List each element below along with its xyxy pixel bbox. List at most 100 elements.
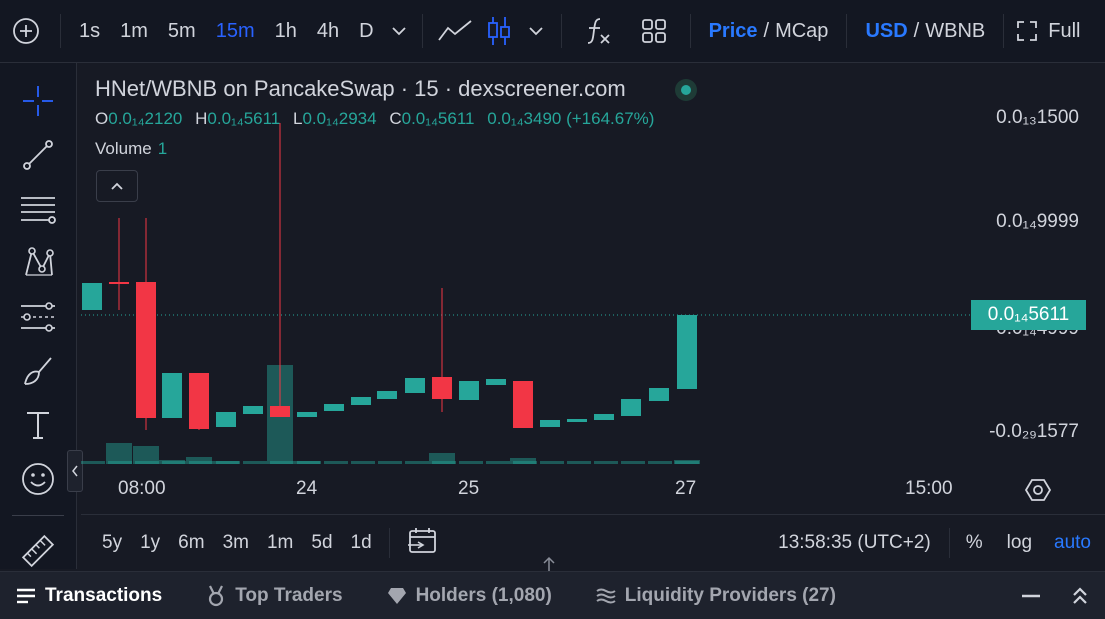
brush-icon[interactable]	[16, 349, 60, 393]
open-value: 0.0₁₄2120	[108, 109, 183, 128]
toolbar-collapse-button[interactable]	[67, 450, 83, 492]
range-divider	[948, 528, 950, 558]
candles-chart-icon[interactable]	[479, 11, 519, 51]
timeframe-1m[interactable]: 1m	[120, 19, 148, 42]
candle-body	[513, 381, 533, 428]
timeframe-1h[interactable]: 1h	[274, 19, 297, 42]
pattern-icon[interactable]	[16, 241, 60, 285]
fullscreen-label: Full	[1048, 19, 1081, 42]
candle-body	[351, 397, 371, 405]
open-label: O	[95, 109, 109, 128]
text-icon[interactable]	[16, 403, 60, 447]
market-status-icon	[675, 79, 697, 101]
tab-holders[interactable]: Holders (1,080)	[375, 585, 564, 607]
candle-body	[136, 282, 156, 418]
timeframe-15m[interactable]: 15m	[215, 19, 255, 42]
add-symbol-icon[interactable]	[6, 11, 46, 51]
range-3m[interactable]: 3m	[222, 532, 249, 553]
tab-top-traders[interactable]: Top Traders	[194, 585, 354, 607]
chart-settings-icon[interactable]	[1024, 476, 1052, 504]
candle-body	[162, 373, 182, 418]
tab-label: Holders (1,080)	[415, 584, 552, 606]
auto-scale-toggle[interactable]: auto	[1054, 532, 1091, 553]
layout-grid-icon[interactable]	[626, 11, 682, 51]
volume-value: 1	[157, 139, 168, 158]
volume-bar	[106, 443, 132, 464]
ruler-icon[interactable]	[16, 529, 60, 573]
volume-bar	[324, 461, 348, 464]
clock[interactable]: 13:58:35 (UTC+2)	[778, 532, 931, 553]
volume-bar	[621, 461, 645, 464]
timeframe-4h[interactable]: 4h	[316, 19, 340, 42]
close-label: C	[389, 109, 402, 128]
toolbar-divider	[12, 515, 64, 516]
timeframe-5m[interactable]: 5m	[167, 19, 196, 42]
tab-liquidity-providers[interactable]: Liquidity Providers (27)	[584, 585, 848, 607]
candle-body	[377, 391, 397, 399]
candlestick-chart[interactable]	[81, 63, 1105, 513]
volume-bar	[594, 461, 618, 464]
prediction-icon[interactable]	[16, 295, 60, 339]
volume-legend: Volume 1	[95, 139, 167, 159]
wbnb-option[interactable]: WBNB	[925, 19, 986, 42]
trend-line-icon[interactable]	[16, 133, 60, 177]
currency-toggle[interactable]: USD / WBNB	[855, 11, 995, 51]
legend-collapse-button[interactable]	[96, 170, 138, 202]
range-1d[interactable]: 1d	[350, 532, 372, 553]
range-1y[interactable]: 1y	[140, 532, 161, 553]
range-5y[interactable]: 5y	[102, 532, 123, 553]
low-label: L	[293, 109, 303, 128]
panel-controls	[1021, 572, 1089, 619]
range-1m[interactable]: 1m	[266, 532, 294, 553]
candle-body	[459, 381, 479, 400]
toolbar-divider	[560, 14, 562, 48]
indicators-fx-icon[interactable]	[570, 11, 626, 51]
volume-bar	[294, 461, 320, 464]
price-change: 0.0₁₄3490 (+164.67%)	[487, 109, 655, 128]
chart-type-chevron-down-icon[interactable]	[519, 11, 553, 51]
volume-bar	[243, 461, 267, 464]
usd-option[interactable]: USD	[865, 19, 908, 42]
line-chart-icon[interactable]	[431, 11, 479, 51]
log-scale-toggle[interactable]: log	[1006, 532, 1033, 553]
time-tick: 27	[675, 478, 697, 499]
range-5d[interactable]: 5d	[311, 532, 333, 553]
candle-body	[594, 414, 614, 420]
slash-separator: /	[913, 19, 920, 42]
fib-retracement-icon[interactable]	[16, 187, 60, 231]
candle-body	[270, 406, 290, 417]
volume-bar	[540, 461, 564, 464]
list-icon	[17, 588, 35, 603]
percent-scale-toggle[interactable]: %	[965, 532, 983, 553]
timeframe-1d[interactable]: D	[359, 19, 374, 42]
price-mcap-toggle[interactable]: Price / MCap	[699, 11, 839, 51]
go-to-date-calendar-icon[interactable]	[394, 526, 452, 560]
candle-body	[324, 404, 344, 411]
timeframe-1s[interactable]: 1s	[79, 19, 101, 42]
volume-bar	[432, 461, 456, 464]
mcap-option[interactable]: MCap	[775, 19, 829, 42]
top-toolbar: 1s 1m 5m 15m 1h 4h D Price / MCap USD / …	[0, 0, 1105, 63]
expand-chevrons-up-icon[interactable]	[1071, 586, 1089, 606]
timeframe-dropdown-chevron-down-icon[interactable]	[384, 11, 414, 51]
price-option[interactable]: Price	[708, 19, 758, 42]
range-6m[interactable]: 6m	[178, 532, 205, 553]
tab-label: Transactions	[45, 584, 163, 606]
volume-bar	[567, 461, 591, 464]
fullscreen-button[interactable]: Full	[1012, 11, 1090, 51]
high-value: 0.0₁₄5611	[207, 109, 281, 128]
waves-icon	[596, 588, 616, 603]
drawing-toolbar	[0, 63, 77, 569]
candle-body	[540, 420, 560, 427]
candle-body	[297, 412, 317, 417]
close-value: 0.0₁₄5611	[401, 109, 475, 128]
slash-separator: /	[763, 19, 770, 42]
crosshair-icon[interactable]	[16, 79, 60, 123]
tab-transactions[interactable]: Transactions	[0, 585, 174, 607]
ohlc-values: O0.0₁₄2120 H0.0₁₄5611 L0.0₁₄2934 C0.0₁₄5…	[95, 109, 662, 129]
low-value: 0.0₁₄2934	[302, 109, 377, 128]
minimize-icon[interactable]	[1021, 594, 1041, 598]
time-tick: 15:00	[905, 478, 953, 499]
volume-bar	[459, 461, 483, 464]
emoji-icon[interactable]	[16, 457, 60, 501]
